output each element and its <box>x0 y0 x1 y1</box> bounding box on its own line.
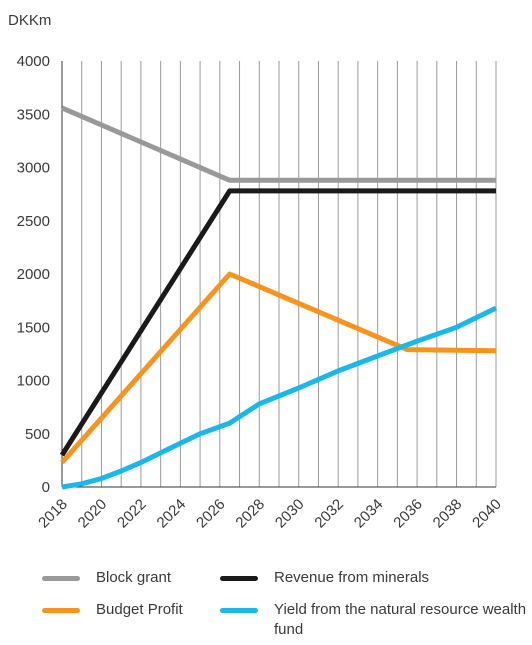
legend-item-yield-natural-resource-fund: Yield from the natural resource wealth f… <box>220 600 530 640</box>
series-line-budget-profit <box>60 271 497 465</box>
y-tick-label-1500: 1500 <box>17 319 50 336</box>
y-tick-label-1000: 1000 <box>17 373 50 390</box>
grid-lines <box>81 61 497 487</box>
x-tick-label-2026: 2026 <box>193 496 229 532</box>
series-lines <box>59 105 498 490</box>
axes <box>61 61 496 488</box>
legend-swatch-budget-profit <box>42 608 80 613</box>
y-tick-label-2500: 2500 <box>17 213 50 230</box>
y-tick-label-3000: 3000 <box>17 160 50 177</box>
legend-swatch-block-grant <box>42 576 80 581</box>
y-tick-label-500: 500 <box>25 426 50 443</box>
series-line-yield-from-the-natural-resource-wealth-fund <box>61 305 498 490</box>
y-tick-labels: 0 500 1000 1500 2000 2500 3000 3500 4000 <box>17 53 50 496</box>
legend-item-revenue-from-minerals: Revenue from minerals <box>220 568 429 588</box>
line-chart: DKKm 0 500 1000 1500 2000 2500 3000 3500 4000 20… <box>8 12 505 532</box>
x-tick-label-2040: 2040 <box>469 496 505 532</box>
x-tick-label-2024: 2024 <box>154 496 190 532</box>
y-tick-label-0: 0 <box>42 479 50 496</box>
x-tick-labels: 2018 2020 2022 2024 2026 2028 2030 2032 2034 2036… <box>35 496 505 532</box>
y-tick-label-4000: 4000 <box>17 53 50 70</box>
x-tick-label-2034: 2034 <box>351 496 387 532</box>
legend-label-block-grant: Block grant <box>96 569 172 586</box>
legend-label-yield-natural-resource-fund: Yield from the natural resource wealth f… <box>274 601 527 638</box>
legend-swatch-revenue-from-minerals <box>220 576 258 581</box>
y-tick-label-2000: 2000 <box>17 266 50 283</box>
x-tick-label-2030: 2030 <box>272 496 308 532</box>
x-tick-label-2028: 2028 <box>232 496 268 532</box>
x-tick-label-2036: 2036 <box>390 496 426 532</box>
x-tick-label-2022: 2022 <box>114 496 150 532</box>
x-tick-label-2020: 2020 <box>75 496 111 532</box>
legend-item-budget-profit: Budget Profit <box>42 600 183 620</box>
legend-item-block-grant: Block grant <box>42 568 171 588</box>
series-line-revenue-from-minerals <box>59 188 496 457</box>
x-tick-label-2038: 2038 <box>430 496 466 532</box>
legend-swatch-yield-natural-resource-fund <box>220 608 258 613</box>
y-axis-unit-label: DKKm <box>8 12 51 29</box>
y-tick-label-3500: 3500 <box>17 106 50 123</box>
x-tick-label-2018: 2018 <box>35 496 71 532</box>
legend-label-budget-profit: Budget Profit <box>96 601 183 618</box>
x-tick-label-2032: 2032 <box>311 496 347 532</box>
legend-label-revenue-from-minerals: Revenue from minerals <box>274 569 430 586</box>
series-line-block-grant <box>61 105 496 183</box>
